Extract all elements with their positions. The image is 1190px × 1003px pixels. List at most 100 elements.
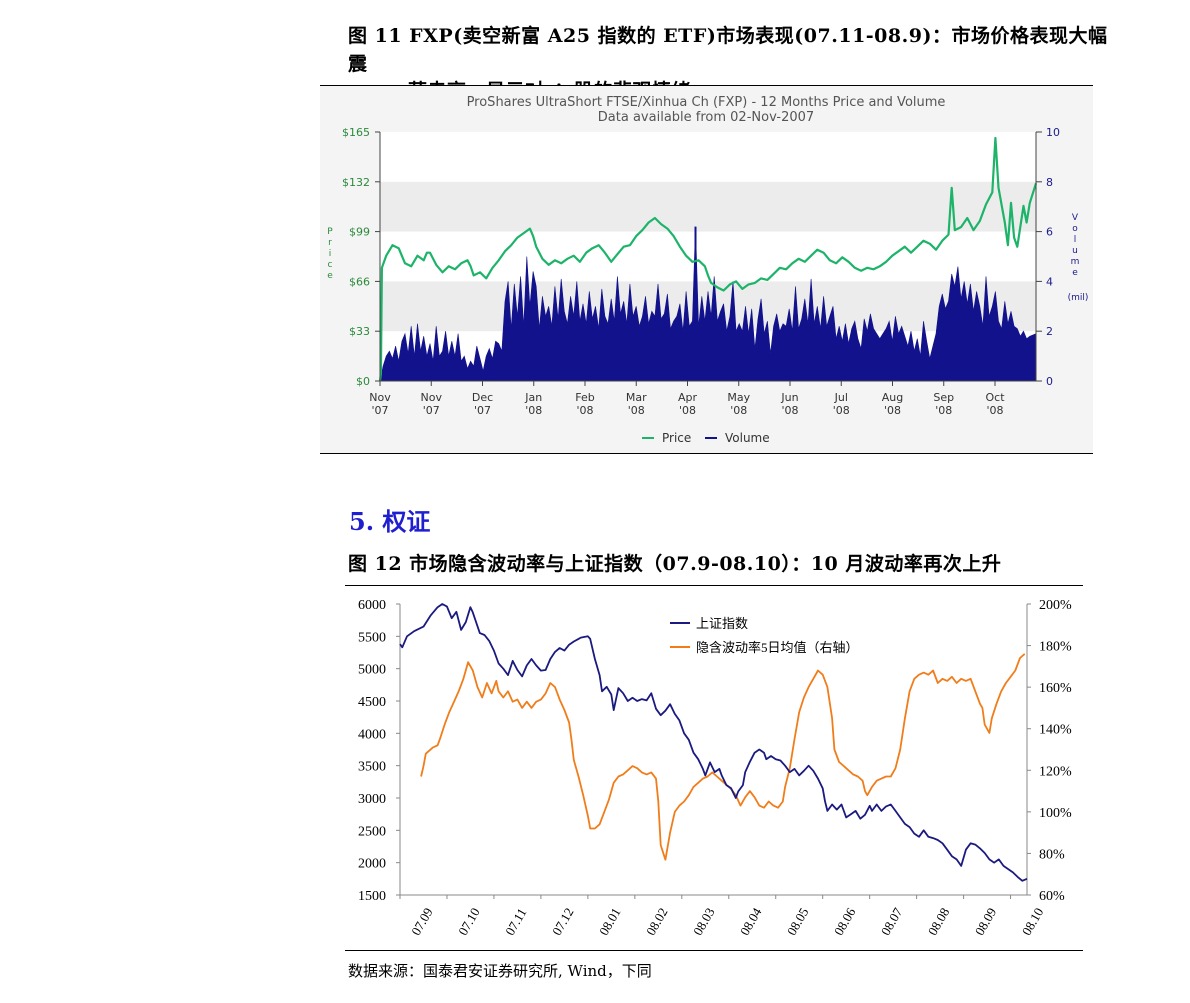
x-tick-month: Jun: [780, 391, 798, 404]
volume-axis-title-letter: u: [1072, 246, 1078, 256]
x-tick-year: '08: [576, 404, 593, 417]
price-axis-title-letter: e: [327, 271, 333, 281]
y2-tick-label: 60%: [1039, 889, 1065, 904]
y-tick-label: $132: [342, 176, 370, 189]
x-tick-month: Mar: [626, 391, 647, 404]
x-tick-label: 08.01: [596, 905, 624, 938]
y-tick-label: 4000: [358, 727, 386, 742]
shanghai-index-series: [399, 603, 1028, 882]
y-tick-label: $165: [342, 126, 370, 139]
y2-tick-label: 8: [1046, 176, 1053, 189]
x-tick-label: 07.11: [502, 905, 529, 937]
y2-tick-label: 140%: [1039, 723, 1072, 738]
x-tick-year: '08: [628, 404, 645, 417]
x-tick-month: Dec: [472, 391, 493, 404]
y-tick-label: 1500: [358, 889, 386, 904]
y-tick-label: 5000: [358, 663, 386, 678]
x-tick-month: Nov: [421, 391, 443, 404]
x-tick-label: 08.06: [831, 905, 859, 938]
y2-tick-label: 120%: [1039, 764, 1072, 779]
y2-tick-label: 180%: [1039, 640, 1072, 655]
x-tick-label: 08.03: [690, 905, 718, 938]
price-axis-title-letter: r: [328, 238, 332, 248]
figure-11-caption-line1: 图 11 FXP(卖空新富 A25 指数的 ETF)市场表现(07.11-08.…: [348, 25, 1108, 75]
x-tick-label: 08.08: [925, 905, 953, 938]
volatility-index-chart: 6000 5500 5000 4500 4000 3500 3000 2500 2000 1500…: [358, 598, 1072, 938]
y-tick-label: $33: [349, 325, 370, 338]
volume-axis-title-letter: l: [1074, 235, 1077, 245]
x-tick-month: May: [727, 391, 750, 404]
data-source-note: 数据来源：国泰君安证券研究所, Wind，下同: [348, 962, 652, 980]
y-tick-label: 5500: [358, 630, 386, 645]
y2-tick-label: 10: [1046, 126, 1060, 139]
y-tick-label: 4500: [358, 695, 386, 710]
legend-price-label: Price: [662, 431, 691, 445]
y-tick-label: 3500: [358, 760, 386, 775]
legend-index-label: 上证指数: [696, 616, 748, 631]
y2-tick-label: 160%: [1039, 681, 1072, 696]
x-tick-label: 07.09: [408, 905, 436, 938]
x-tick-label: 07.12: [549, 905, 577, 938]
y-tick-label: 2000: [358, 857, 386, 872]
figure-11-bottom-rule: [320, 453, 1093, 454]
price-axis-title-letter: P: [327, 227, 333, 237]
figure-12-top-rule: [345, 585, 1083, 586]
volume-series: [379, 226, 1037, 382]
x-tick-year: '08: [525, 404, 542, 417]
x-tick-label: 08.02: [643, 905, 671, 938]
y2-tick-label: 100%: [1039, 806, 1072, 821]
figure-12-caption: 图 12 市场隐含波动率与上证指数（07.9-08.10）：10 月波动率再次上…: [348, 553, 1002, 575]
price-axis-title-letter: i: [329, 249, 332, 259]
y2-tick-label: 200%: [1039, 598, 1072, 613]
volume-axis-title-letter: m: [1071, 257, 1080, 267]
x-tick-year: '08: [884, 404, 901, 417]
x-tick-label: 08.07: [878, 905, 906, 938]
x-tick-month: Nov: [369, 391, 391, 404]
figure-12-bottom-rule: [345, 950, 1083, 951]
y2-tick-label: 6: [1046, 226, 1053, 239]
y-tick-label: 2500: [358, 824, 386, 839]
x-tick-year: '07: [371, 404, 388, 417]
price-axis-title-letter: c: [328, 260, 333, 270]
fxp-price-volume-chart: ProShares UltraShort FTSE/Xinhua Ch (FXP…: [320, 86, 1093, 453]
legend-volume-label: Volume: [725, 431, 770, 445]
x-tick-year: '08: [679, 404, 696, 417]
plot-band: [380, 181, 1036, 232]
x-tick-month: Aug: [882, 391, 903, 404]
y-tick-label: $66: [349, 275, 370, 288]
volume-axis-unit: (mil): [1068, 293, 1089, 303]
legend-vol-label: 隐含波动率5日均值（右轴）: [696, 640, 859, 655]
x-tick-month: Sep: [933, 391, 954, 404]
x-tick-month: Jul: [834, 391, 848, 404]
x-tick-label: 08.10: [1019, 905, 1047, 938]
volume-axis-title-letter: e: [1072, 268, 1078, 278]
implied-volatility-series: [420, 653, 1026, 861]
x-tick-year: '07: [423, 404, 440, 417]
x-tick-year: '08: [730, 404, 747, 417]
x-tick-label: 08.04: [737, 905, 765, 938]
y2-tick-label: 2: [1046, 325, 1053, 338]
x-tick-label: 07.10: [455, 905, 483, 938]
volume-axis-title-letter: o: [1072, 224, 1078, 234]
section-title: 5. 权证: [349, 507, 431, 536]
x-tick-year: '08: [935, 404, 952, 417]
x-tick-month: Feb: [575, 391, 594, 404]
chart-title: ProShares UltraShort FTSE/Xinhua Ch (FXP…: [467, 95, 946, 110]
y2-tick-label: 4: [1046, 275, 1053, 288]
x-tick-year: '08: [986, 404, 1003, 417]
y-tick-label: $0: [356, 375, 370, 388]
y2-tick-label: 80%: [1039, 847, 1065, 862]
x-tick-month: Apr: [678, 391, 698, 404]
y-tick-label: $99: [349, 226, 370, 239]
x-tick-year: '08: [781, 404, 798, 417]
volume-axis-title-letter: V: [1072, 213, 1079, 223]
x-tick-year: '07: [474, 404, 491, 417]
price-series: [378, 136, 1038, 382]
y2-tick-label: 0: [1046, 375, 1053, 388]
figure-11-top-rule: [320, 85, 1093, 86]
x-tick-label: 08.09: [972, 905, 1000, 938]
x-tick-label: 08.05: [784, 905, 812, 938]
y-tick-label: 3000: [358, 792, 386, 807]
x-tick-month: Jan: [524, 391, 542, 404]
x-tick-year: '08: [833, 404, 850, 417]
